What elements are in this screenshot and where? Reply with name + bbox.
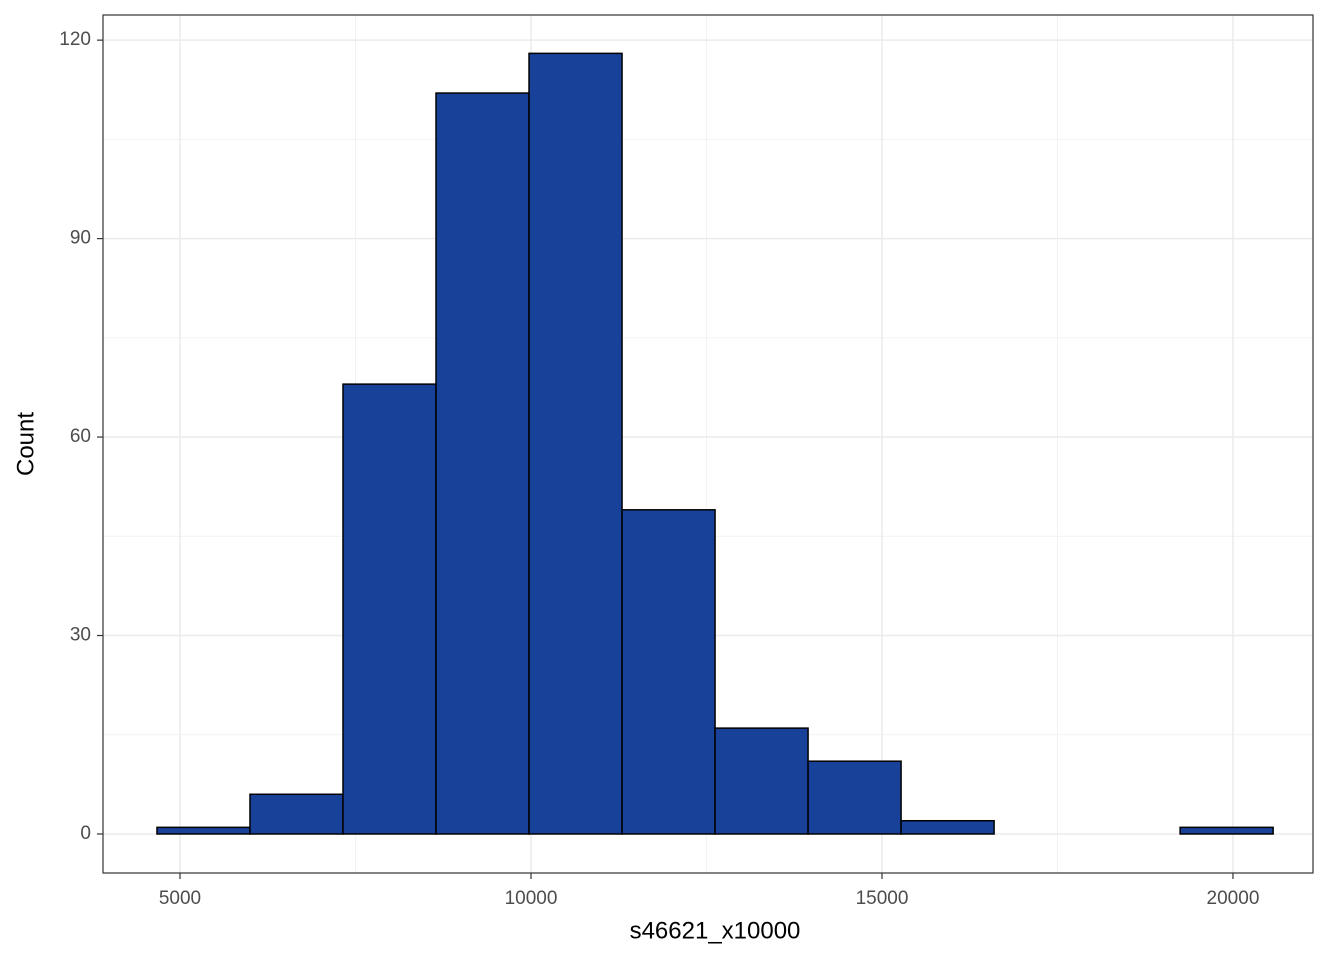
- y-tick-label: 30: [70, 625, 91, 646]
- bar: [714, 727, 809, 835]
- bar: [249, 793, 344, 835]
- bar: [342, 383, 437, 835]
- x-tick-label: 10000: [505, 888, 558, 909]
- bar: [621, 509, 716, 835]
- y-tick-label: 90: [70, 228, 91, 249]
- bar: [528, 52, 623, 835]
- bars: [156, 52, 1274, 835]
- bar: [900, 819, 995, 835]
- y-tick-label: 0: [80, 823, 91, 844]
- y-tick-label: 120: [59, 29, 91, 50]
- bar: [156, 826, 251, 835]
- y-axis-title: Count: [12, 412, 39, 476]
- y-tick-label: 60: [70, 426, 91, 447]
- x-tick-label: 15000: [856, 888, 909, 909]
- bar: [1179, 826, 1274, 835]
- bar: [435, 92, 530, 835]
- x-tick-label: 5000: [159, 888, 201, 909]
- x-tick-label: 20000: [1207, 888, 1260, 909]
- panel-border: [102, 14, 1314, 874]
- x-axis-title: s46621_x10000: [630, 917, 801, 944]
- bar: [807, 760, 902, 835]
